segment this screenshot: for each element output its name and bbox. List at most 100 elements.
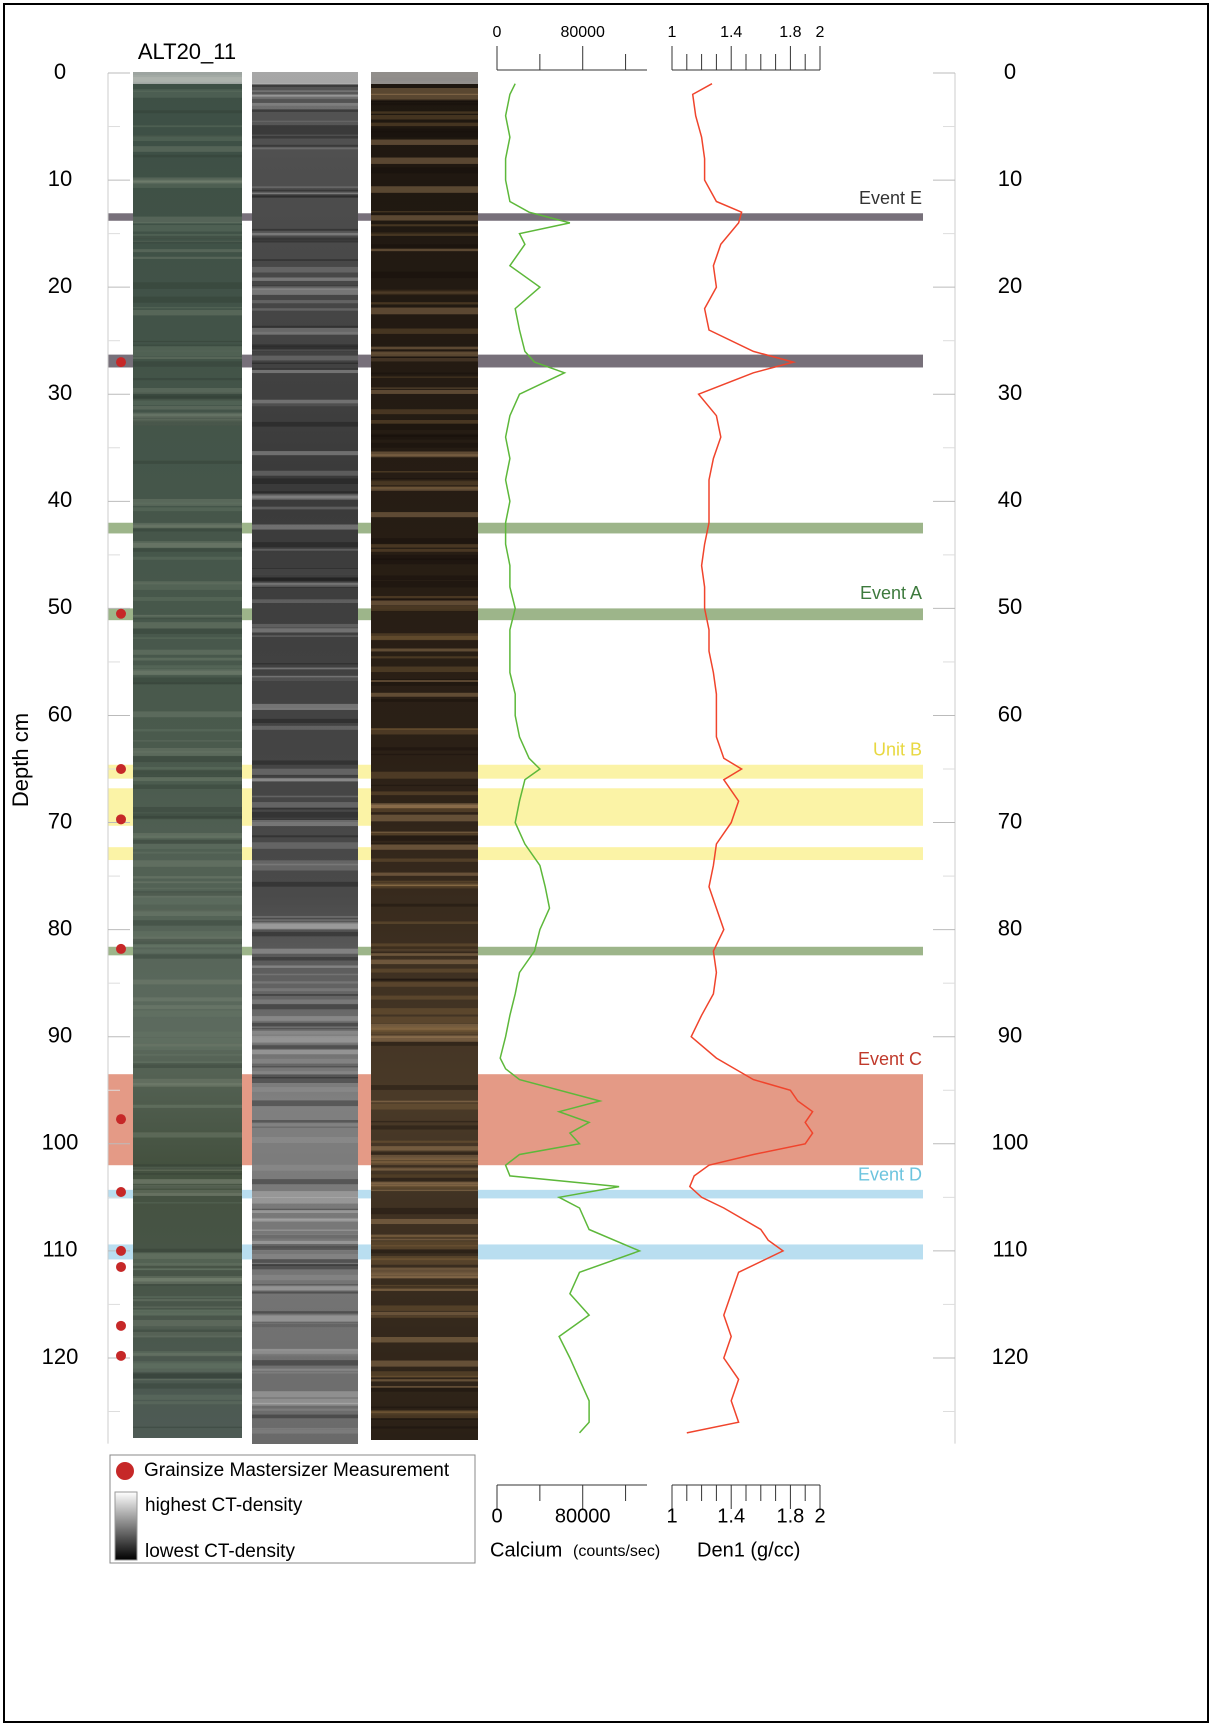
x-tick-label: 1	[666, 1505, 677, 1527]
core-texture	[252, 368, 358, 369]
core-texture	[371, 377, 478, 378]
core-texture	[371, 1236, 478, 1238]
core-texture	[252, 308, 358, 310]
core-texture	[133, 1063, 242, 1068]
core-texture	[133, 775, 242, 777]
x-tick-label: 80000	[560, 24, 605, 41]
core-texture	[252, 190, 358, 192]
x-tick-label: 2	[814, 1505, 825, 1527]
core-texture	[252, 924, 358, 930]
core-texture	[252, 1122, 358, 1126]
core-texture	[371, 600, 478, 605]
core-texture	[252, 507, 358, 510]
core-texture	[371, 1190, 478, 1192]
core-texture	[252, 1038, 358, 1044]
core-texture	[252, 1275, 358, 1280]
core-texture	[133, 125, 242, 127]
core-texture	[252, 1179, 358, 1184]
core-texture	[252, 812, 358, 818]
core-texture	[252, 524, 358, 529]
core-texture	[252, 542, 358, 549]
core-texture	[252, 94, 358, 95]
core-texture	[252, 1398, 358, 1403]
core-texture	[371, 785, 478, 786]
core-texture	[371, 1361, 478, 1367]
core-texture	[371, 451, 478, 457]
core-texture	[252, 495, 358, 498]
core-texture	[371, 833, 478, 836]
core-texture	[371, 158, 478, 164]
core-texture	[371, 111, 478, 113]
core-texture	[252, 966, 358, 967]
core-texture	[252, 121, 358, 127]
core-texture	[133, 357, 242, 359]
core-texture	[133, 939, 242, 944]
x-tick-label: 0	[493, 24, 502, 41]
core-texture	[252, 1029, 358, 1034]
core-texture	[371, 1388, 478, 1392]
core-texture	[133, 1179, 242, 1184]
track-line	[500, 84, 639, 1433]
core-texture	[133, 665, 242, 668]
core-texture	[133, 1190, 242, 1196]
core-texture	[371, 1258, 478, 1265]
core-texture	[371, 409, 478, 414]
core-texture	[371, 1371, 478, 1377]
x-tick-label: 1.4	[717, 1505, 745, 1527]
core-texture	[133, 241, 242, 242]
core-texture	[133, 341, 242, 342]
core-texture	[252, 451, 358, 455]
core-texture	[252, 1372, 358, 1373]
x-axis-title: Calcium	[490, 1539, 562, 1561]
core-texture	[133, 180, 242, 183]
core-texture	[252, 1071, 358, 1074]
core-texture	[133, 557, 242, 560]
core-texture	[252, 1165, 358, 1171]
core-texture	[371, 186, 478, 193]
core-texture	[133, 615, 242, 616]
core-texture	[133, 146, 242, 152]
core-texture	[371, 140, 478, 145]
core-texture	[133, 777, 242, 781]
core-texture	[252, 85, 358, 87]
core-texture	[371, 1386, 478, 1388]
core-texture	[371, 1101, 478, 1103]
core-texture	[133, 740, 242, 741]
legend-label: lowest CT-density	[145, 1541, 295, 1562]
core-texture	[252, 761, 358, 765]
core-texture	[371, 302, 478, 304]
core-texture	[371, 455, 478, 456]
core-texture	[371, 390, 478, 394]
core-texture	[371, 1035, 478, 1037]
core-texture	[371, 347, 478, 350]
core-texture	[133, 1310, 242, 1316]
core-texture	[133, 1046, 242, 1050]
core-texture	[133, 860, 242, 866]
core-texture	[371, 1026, 478, 1031]
core-texture	[252, 778, 358, 782]
sample-dot	[116, 1262, 126, 1272]
core-texture	[371, 1174, 478, 1178]
core-texture	[133, 1401, 242, 1404]
core-texture	[133, 881, 242, 883]
core-texture	[371, 123, 478, 127]
core-texture	[252, 1230, 358, 1231]
core-texture	[371, 1141, 478, 1143]
legend-label: Grainsize Mastersizer Measurement	[144, 1460, 450, 1481]
y-tick-label: 30	[998, 380, 1022, 405]
core-texture	[133, 1167, 242, 1169]
core-texture	[133, 1307, 242, 1308]
core-texture	[371, 832, 478, 833]
core-texture	[133, 345, 242, 346]
core-texture	[252, 471, 358, 476]
core-texture	[133, 1365, 242, 1372]
core-texture	[371, 1008, 478, 1014]
core-texture	[252, 988, 358, 994]
core-texture	[371, 1208, 478, 1214]
core-texture	[371, 679, 478, 686]
core-texture	[371, 1085, 478, 1090]
core-texture	[133, 876, 242, 878]
core-texture	[371, 747, 478, 750]
core-texture	[133, 980, 242, 985]
y-tick-label: 80	[998, 915, 1022, 940]
